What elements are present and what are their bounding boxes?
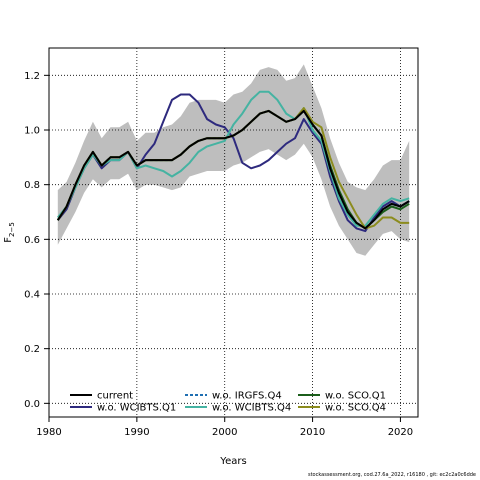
legend-item: w.o. SCO.Q1 <box>298 391 386 402</box>
footer-note: stockassessment.org, cod.27.6a_2022, r16… <box>307 472 476 478</box>
legend-label: w.o. WCIBTS.Q1 <box>97 403 176 414</box>
y-tick-label: 1.0 <box>24 126 40 137</box>
legend-item: w.o. WCIBTS.Q1 <box>70 403 176 414</box>
axis-layer: 1980 1990 2000 2010 2020 0.0 0.2 0.4 0.6 0.8 1.0 1.… <box>24 71 413 438</box>
y-tick-label: 0.6 <box>24 235 40 246</box>
x-tick-label: 2020 <box>388 427 413 438</box>
x-tick-label: 1990 <box>124 427 149 438</box>
y-tick-label: 0.2 <box>24 344 40 355</box>
x-tick-label: 2010 <box>300 427 325 438</box>
legend-item: w.o. WCIBTS.Q4 <box>185 403 291 414</box>
confidence-band <box>57 64 410 256</box>
y-axis-label-main: F <box>3 237 14 243</box>
legend-label: current <box>97 391 133 402</box>
legend-label: w.o. WCIBTS.Q4 <box>212 403 291 414</box>
y-tick-label: 0.4 <box>24 290 40 301</box>
legend-label: w.o. SCO.Q4 <box>325 403 386 414</box>
y-tick-label: 1.2 <box>24 71 40 82</box>
legend-label: w.o. SCO.Q1 <box>325 391 386 402</box>
x-tick-label: 2000 <box>212 427 237 438</box>
legend-item: w.o. SCO.Q4 <box>298 403 386 414</box>
x-axis-label: Years <box>219 456 246 467</box>
y-axis-label: F2−5 <box>3 222 16 243</box>
y-axis-label-subscript: 2−5 <box>8 222 16 237</box>
x-tick-label: 1980 <box>36 427 61 438</box>
plot-frame <box>48 47 419 418</box>
legend-label: w.o. IRGFS.Q4 <box>212 391 282 402</box>
y-tick-label: 0.8 <box>24 180 40 191</box>
confidence-band-layer <box>57 64 410 256</box>
series-line-current <box>56 109 410 230</box>
series-line-w-o-wcibts-q4 <box>57 90 410 227</box>
legend-item: w.o. IRGFS.Q4 <box>185 391 282 402</box>
y-tick-label: 0.0 <box>24 399 40 410</box>
legend-item: current <box>70 391 133 402</box>
series-layer <box>56 90 410 233</box>
